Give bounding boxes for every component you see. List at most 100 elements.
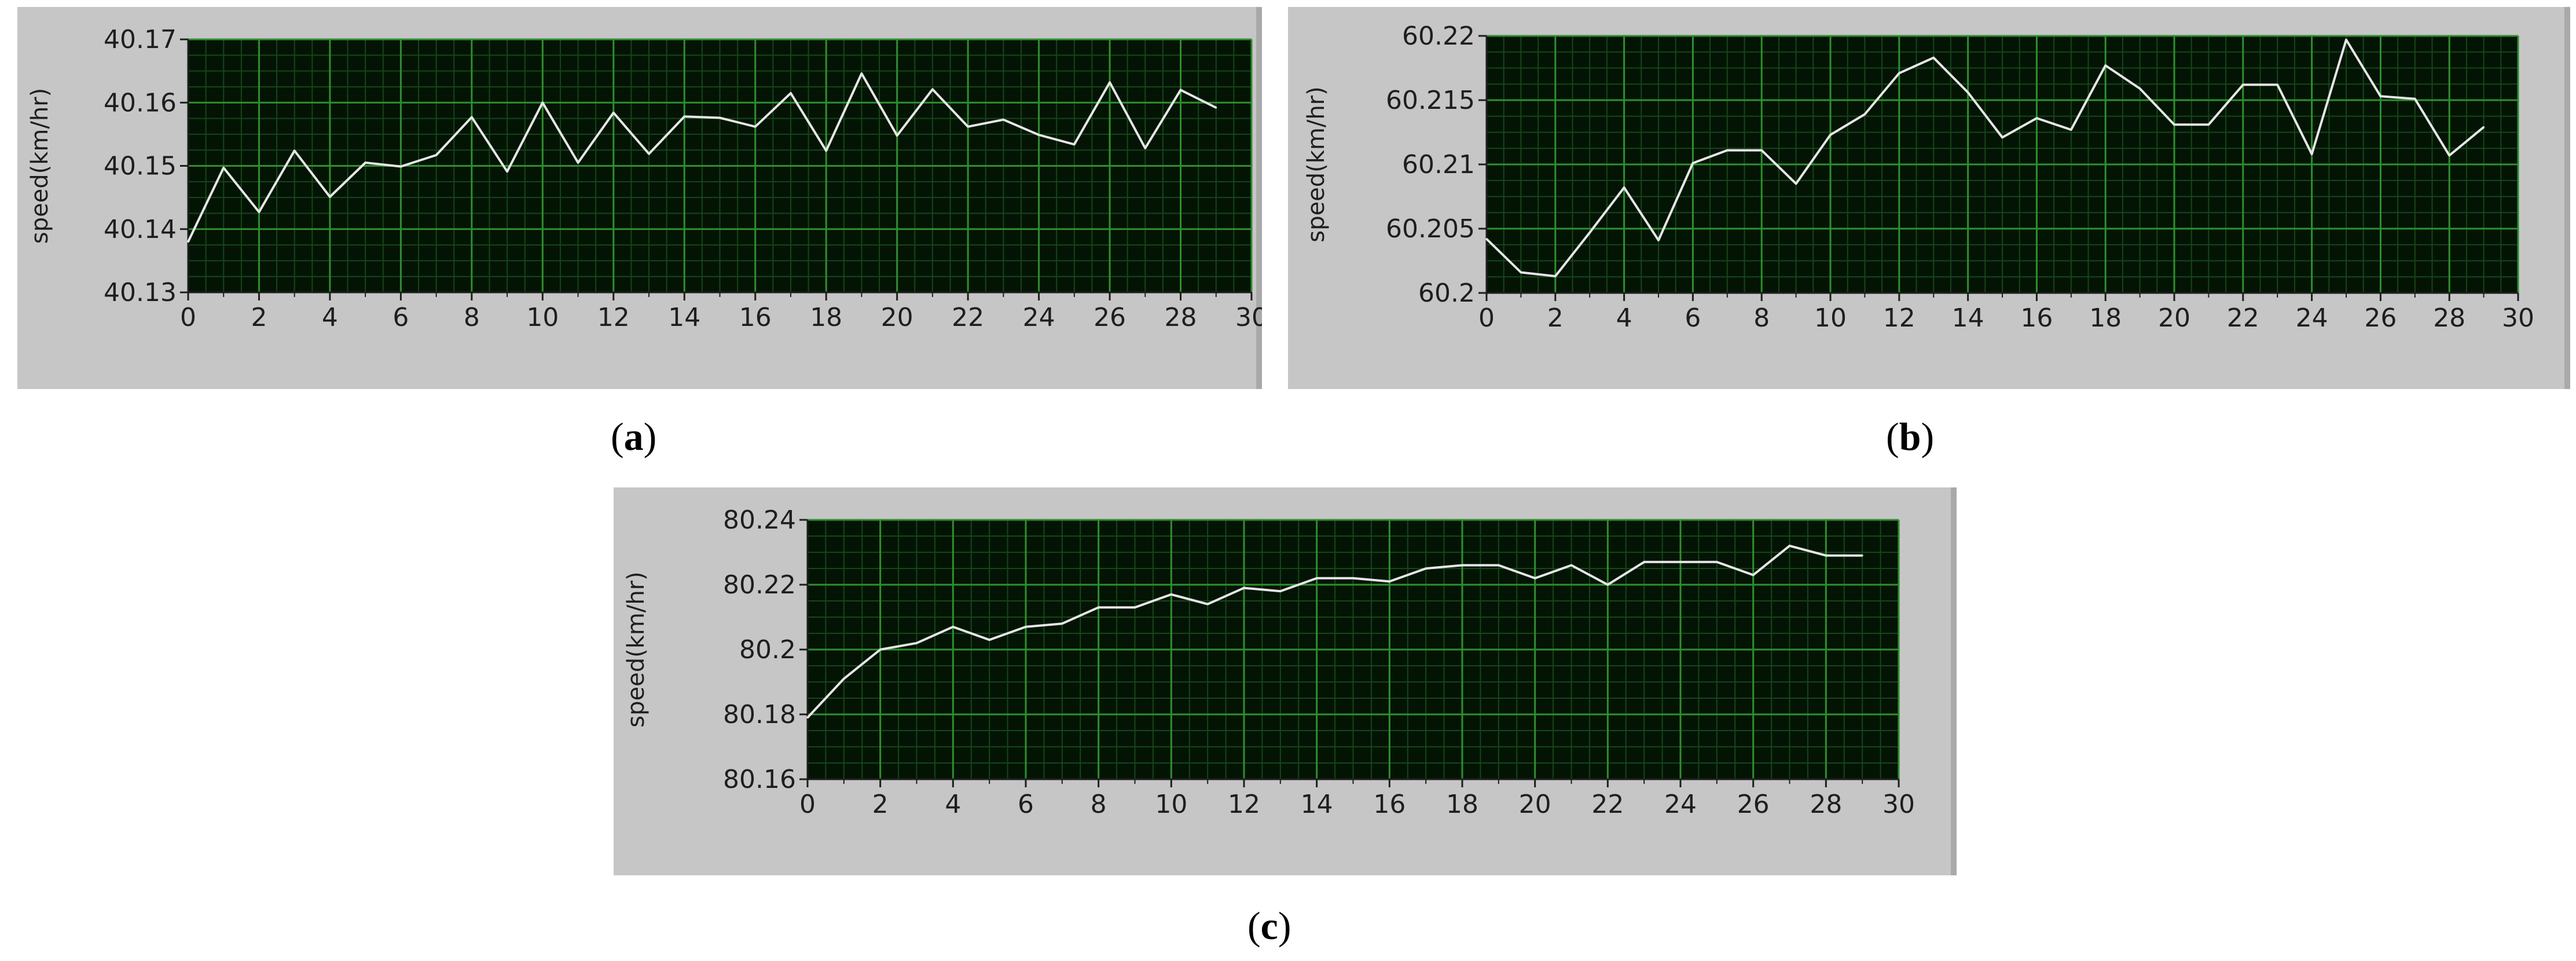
data-point — [1109, 81, 1111, 83]
data-point — [1795, 182, 1797, 185]
data-point — [754, 126, 757, 128]
data-point — [2139, 87, 2141, 90]
x-tick-label: 28 — [1810, 790, 1842, 819]
x-tick-label: 12 — [1883, 303, 1916, 333]
data-point — [329, 196, 331, 198]
x-tick-label: 2 — [1547, 303, 1564, 333]
data-point — [2242, 83, 2244, 86]
y-tick-label: 40.16 — [104, 88, 177, 118]
data-point — [1534, 577, 1536, 579]
x-tick-label: 0 — [799, 790, 816, 819]
data-point — [1520, 271, 1522, 273]
data-point — [1061, 622, 1063, 625]
x-tick-label: 8 — [464, 303, 480, 332]
x-tick-label: 14 — [1301, 790, 1333, 819]
data-point — [931, 88, 934, 90]
data-points — [187, 72, 1217, 243]
data-point — [825, 149, 827, 152]
data-point — [860, 72, 863, 75]
x-tick-label: 22 — [2227, 303, 2259, 333]
data-point — [1461, 564, 1463, 566]
x-tick-label: 26 — [2364, 303, 2397, 333]
chart-panel-c: 0 2 4 6 8 10 12 14 16 18 20 22 24 26 28 30 80.16 80.18 80.… — [614, 487, 1957, 875]
x-tick-label: 8 — [1753, 303, 1770, 333]
grid — [1485, 35, 2519, 294]
data-point — [1657, 239, 1660, 241]
x-tick-label: 4 — [945, 790, 961, 819]
data-point — [1352, 577, 1354, 579]
data-point — [1760, 149, 1763, 152]
y-tick-label: 40.15 — [104, 152, 177, 181]
data-point — [506, 170, 508, 173]
x-tick-label: 18 — [2089, 303, 2122, 333]
data-point — [435, 154, 438, 156]
y-tick-label: 60.2 — [1418, 278, 1475, 308]
data-point — [2414, 98, 2416, 100]
data-point — [1863, 113, 1866, 115]
y-tick-label: 80.16 — [723, 765, 796, 794]
data-point — [1134, 606, 1136, 608]
data-point — [1388, 580, 1390, 582]
x-tick-label: 12 — [1228, 790, 1260, 819]
x-tick-label: 2 — [872, 790, 889, 819]
data-point — [896, 134, 898, 137]
x-tick-label: 14 — [668, 303, 700, 332]
data-point — [648, 153, 650, 155]
x-tick-label: 30 — [1235, 303, 1262, 332]
data-point — [2276, 83, 2278, 86]
data-point — [1643, 561, 1645, 563]
x-tick-label: 26 — [1737, 790, 1770, 819]
data-point — [2104, 64, 2107, 67]
data-point — [916, 642, 918, 644]
chart-panel-a: 0 2 4 6 8 10 12 14 16 18 20 22 24 26 28 30 40.13 40.14 40.… — [17, 7, 1262, 389]
data-point — [1498, 564, 1500, 566]
data-point — [967, 126, 969, 128]
x-tick-label: 4 — [322, 303, 338, 332]
x-tick-label: 28 — [2433, 303, 2465, 333]
chart-a: 0 2 4 6 8 10 12 14 16 18 20 22 24 26 28 3040.1340.1440.… — [27, 25, 1262, 332]
data-point — [1570, 564, 1572, 566]
x-tick-label: 28 — [1165, 303, 1197, 332]
data-point — [2001, 136, 2003, 138]
data-point — [187, 241, 189, 243]
x-tick-label: 30 — [2502, 303, 2534, 333]
x-tick-label: 16 — [1373, 790, 1406, 819]
x-tick-label: 4 — [1616, 303, 1632, 333]
data-point — [1679, 561, 1682, 563]
data-point — [222, 167, 225, 169]
series-line — [806, 544, 1863, 718]
data-points — [1485, 39, 2485, 277]
data-point — [1206, 603, 1209, 606]
data-point — [1789, 545, 1790, 547]
y-axis-label: speed(km/hr) — [623, 571, 649, 727]
data-point — [1170, 593, 1172, 596]
data-point — [1752, 574, 1755, 576]
x-tick-label: 20 — [2158, 303, 2190, 333]
y-tick-label: 40.14 — [104, 215, 177, 244]
x-tick-label: 10 — [526, 303, 559, 332]
y-tick-label: 80.22 — [723, 570, 796, 600]
chart-c: 0 2 4 6 8 10 12 14 16 18 20 22 24 26 28 3080.1680.1880.… — [623, 505, 1915, 819]
data-point — [1038, 134, 1040, 136]
x-tick-label: 16 — [739, 303, 772, 332]
data-point — [541, 101, 544, 104]
data-point — [1002, 119, 1004, 121]
x-tick-label: 22 — [952, 303, 984, 332]
data-point — [2345, 39, 2347, 41]
data-point — [471, 116, 473, 118]
data-point — [1144, 147, 1146, 149]
data-point — [879, 648, 882, 651]
x-tick-label: 22 — [1591, 790, 1624, 819]
y-tick-label: 80.24 — [723, 505, 796, 535]
caption-a: (a) — [611, 415, 657, 459]
y-tick-label: 40.17 — [104, 25, 177, 54]
data-point — [612, 112, 615, 114]
data-point — [1861, 555, 1863, 557]
data-point — [1025, 626, 1027, 628]
data-point — [1588, 232, 1591, 234]
x-tick-label: 18 — [810, 303, 842, 332]
x-tick-label: 0 — [180, 303, 196, 332]
data-point — [1554, 275, 1557, 277]
y-tick-label: 80.18 — [723, 700, 796, 729]
data-point — [1425, 567, 1427, 570]
